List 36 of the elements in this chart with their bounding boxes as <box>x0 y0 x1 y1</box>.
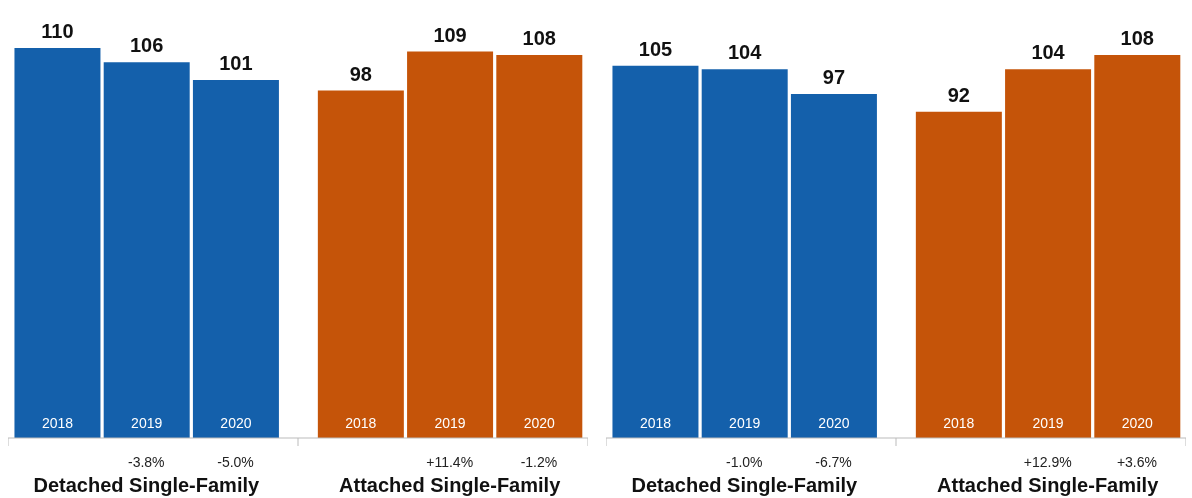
text: +3.6% <box>1115 454 1158 470</box>
x-tick-label: 2020 <box>220 415 252 431</box>
data-label: 104 <box>1031 41 1066 64</box>
data-label: 108 <box>522 27 556 50</box>
data-label: 104 <box>728 41 763 64</box>
x-tick-label: 2018 <box>41 415 74 431</box>
x-tick-label: 2019 <box>131 415 163 431</box>
x-tick-label: 2018 <box>639 415 672 431</box>
x-tick-label: 2018 <box>345 415 377 431</box>
text: -1.2% <box>519 454 559 470</box>
x-tick-label: 2019 <box>434 415 466 431</box>
x-tick-label: 2020 <box>523 415 556 431</box>
data-label: 110 <box>41 20 74 42</box>
text: Detached Single-Family <box>32 474 261 497</box>
data-label: 97 <box>822 66 846 89</box>
text: Detached Single-Family <box>630 474 859 497</box>
data-label: 105 <box>638 37 673 60</box>
data-label: 108 <box>1120 27 1154 50</box>
text: Attached Single-Family <box>338 474 562 497</box>
x-tick-label: 2020 <box>1121 415 1154 431</box>
data-label: 98 <box>349 62 372 85</box>
x-tick-label: 2019 <box>1032 415 1064 431</box>
data-label: 106 <box>130 34 164 57</box>
text: -3.8% <box>127 454 166 470</box>
x-tick-label: 2019 <box>729 415 761 431</box>
x-tick-label: 2020 <box>818 415 850 431</box>
text: -5.0% <box>216 454 255 470</box>
x-tick-label: 2018 <box>943 415 975 431</box>
text: +12.9% <box>1022 454 1073 470</box>
data-label: 109 <box>433 23 467 46</box>
data-label: 101 <box>219 51 253 74</box>
text: Attached Single-Family <box>936 474 1160 497</box>
text: -1.0% <box>725 454 764 470</box>
data-label: 92 <box>947 83 970 106</box>
text: -6.7% <box>814 454 853 470</box>
text: +11.4% <box>425 454 475 470</box>
